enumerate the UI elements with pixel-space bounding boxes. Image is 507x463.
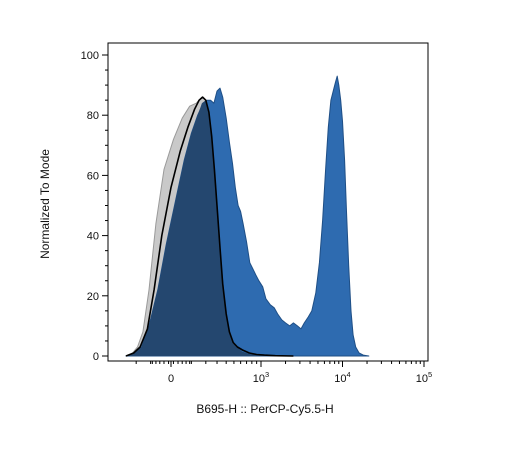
y-axis: 0 20 40 60 80 100 (81, 50, 108, 363)
y-tick-label: 20 (87, 291, 99, 303)
x-axis: 0 103 104 105 (135, 361, 432, 385)
histogram-series-dark-overlap (129, 100, 265, 356)
x-tick-label: 105 (416, 370, 432, 385)
x-tick-label: 104 (334, 370, 350, 385)
y-tick-label: 80 (87, 110, 99, 122)
x-tick-label: 0 (168, 373, 174, 385)
y-tick-label: 100 (81, 50, 99, 62)
y-axis-title: Normalized To Mode (38, 149, 52, 259)
y-tick-label: 0 (93, 351, 99, 363)
x-tick-label: 103 (253, 370, 269, 385)
histogram-series-layer (125, 75, 370, 357)
histogram-series-black-outline (125, 96, 294, 357)
y-tick-label: 60 (87, 170, 99, 182)
y-tick-label: 40 (87, 231, 99, 243)
plot-frame (107, 42, 429, 362)
x-axis-title: B695-H :: PerCP-Cy5.5-H (196, 402, 333, 416)
